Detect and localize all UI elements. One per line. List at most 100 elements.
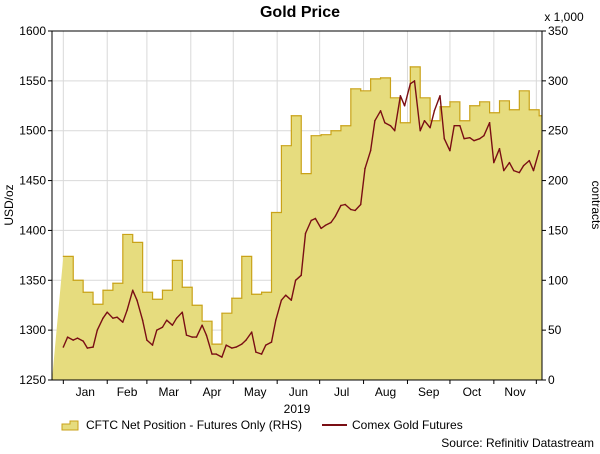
x-year-label: 2019 — [284, 402, 311, 416]
area-point-18 — [241, 255, 243, 257]
line-point-46 — [290, 299, 293, 301]
x-tick-label-jul: Jul — [334, 385, 349, 399]
line-point-66 — [389, 125, 392, 127]
area-point-4 — [102, 289, 104, 291]
area-point-30 — [360, 90, 362, 92]
line-point-2 — [72, 339, 74, 341]
cftc-net-position-area — [52, 66, 542, 380]
line-point-29 — [205, 334, 208, 336]
line-point-83 — [473, 139, 475, 142]
line-point-7 — [96, 329, 99, 331]
line-point-67 — [394, 130, 396, 132]
x-tick-label-jun: Jun — [289, 385, 308, 399]
line-point-44 — [280, 299, 283, 301]
comex-gold-futures-line — [62, 80, 540, 358]
area-point-9 — [151, 298, 154, 300]
line-point-49 — [304, 232, 307, 235]
left-axis-label: USD/oz — [2, 184, 16, 225]
line-point-16 — [141, 319, 144, 321]
line-point-76 — [439, 95, 441, 97]
area-point-41 — [469, 105, 471, 107]
right-tick-label-1: 50 — [548, 323, 562, 337]
line-point-53 — [324, 224, 327, 227]
line-point-38 — [250, 331, 253, 333]
line-point-26 — [191, 336, 193, 338]
area-point-39 — [449, 101, 451, 103]
area-point-0 — [62, 255, 64, 257]
left-tick-label-5: 1500 — [19, 124, 46, 138]
line-point-48 — [300, 274, 302, 276]
area-point-32 — [379, 77, 382, 79]
x-tick-label-sep: Sep — [418, 385, 440, 399]
line-point-13 — [126, 309, 128, 311]
right-tick-label-3: 150 — [548, 223, 568, 237]
line-point-95 — [532, 169, 535, 172]
line-point-32 — [221, 356, 223, 358]
line-point-89 — [503, 169, 505, 172]
line-point-77 — [443, 137, 445, 140]
line-point-73 — [423, 120, 426, 122]
line-point-30 — [211, 353, 213, 355]
line-point-63 — [374, 120, 376, 122]
line-point-84 — [478, 137, 481, 140]
left-tick-label-6: 1550 — [19, 74, 46, 88]
line-point-36 — [241, 343, 243, 345]
line-point-69 — [403, 105, 406, 107]
area-point-42 — [479, 101, 481, 103]
line-point-75 — [433, 110, 436, 112]
right-tick-label-4: 200 — [548, 174, 568, 188]
line-point-5 — [86, 347, 89, 349]
left-tick-label-4: 1450 — [19, 174, 46, 188]
legend-label-cftc: CFTC Net Position - Futures Only (RHS) — [86, 418, 302, 432]
area-point-26 — [320, 134, 322, 136]
line-point-65 — [384, 122, 386, 124]
line-point-10 — [112, 317, 114, 319]
line-point-50 — [310, 219, 312, 222]
line-point-64 — [379, 110, 382, 112]
line-point-87 — [493, 161, 495, 164]
line-point-78 — [449, 149, 451, 152]
area-point-5 — [112, 282, 114, 284]
area-point-48 — [538, 115, 540, 117]
line-point-23 — [175, 317, 178, 319]
x-tick-label-jan: Jan — [76, 385, 95, 399]
line-point-34 — [231, 347, 233, 349]
area-point-11 — [171, 259, 173, 261]
area-point-20 — [260, 291, 263, 293]
area-point-47 — [528, 109, 530, 111]
line-point-28 — [201, 324, 203, 326]
right-tick-label-5: 250 — [548, 124, 568, 138]
area-point-17 — [231, 297, 233, 299]
area-point-7 — [132, 241, 134, 243]
line-point-14 — [132, 289, 134, 291]
legend-swatch-area — [61, 420, 79, 431]
source-note: Source: Refinitiv Datastream — [441, 436, 594, 450]
legend-label-comex: Comex Gold Futures — [352, 418, 463, 432]
line-point-35 — [235, 346, 237, 348]
line-point-72 — [419, 130, 421, 132]
area-point-23 — [290, 115, 292, 117]
area-point-28 — [340, 125, 342, 127]
line-point-27 — [195, 336, 198, 338]
right-tick-label-0: 0 — [548, 373, 555, 387]
line-point-91 — [512, 169, 515, 172]
area-point-6 — [122, 233, 124, 236]
x-tick-label-nov: Nov — [504, 385, 525, 399]
area-point-46 — [518, 90, 520, 92]
line-point-47 — [294, 279, 297, 281]
line-point-0 — [62, 346, 65, 348]
area-point-31 — [370, 78, 372, 80]
line-point-6 — [92, 346, 94, 348]
line-point-33 — [225, 344, 227, 346]
line-point-18 — [151, 344, 154, 346]
area-point-21 — [270, 211, 273, 214]
left-tick-label-7: 1600 — [19, 24, 46, 38]
line-point-96 — [538, 149, 540, 152]
line-point-22 — [171, 324, 174, 326]
line-point-1 — [66, 336, 69, 338]
line-point-41 — [265, 344, 267, 346]
x-tick-label-apr: Apr — [203, 385, 222, 399]
line-point-4 — [82, 340, 84, 342]
area-point-45 — [508, 109, 511, 111]
line-point-39 — [255, 351, 257, 353]
